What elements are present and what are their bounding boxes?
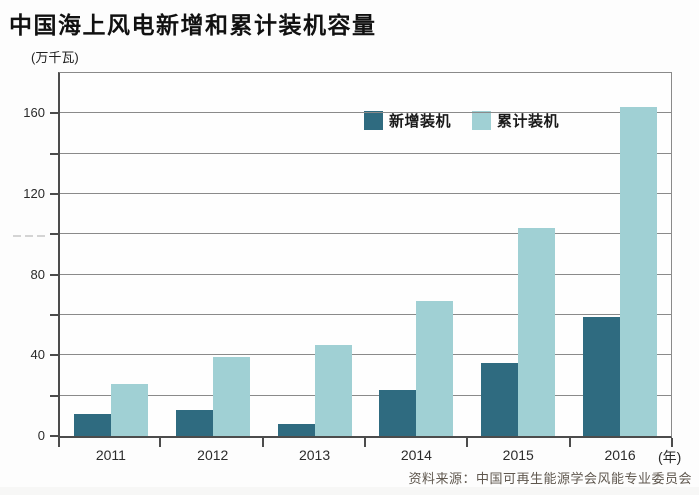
x-axis xyxy=(58,438,673,448)
legend: 新增装机 累计装机 xyxy=(364,110,559,131)
y-axis: 0 40 80 120 160 xyxy=(0,72,58,443)
bar-new-capacity xyxy=(277,423,315,436)
y-gridline xyxy=(60,314,671,315)
legend-item: 新增装机 xyxy=(364,110,451,131)
x-axis-category-label: 2014 xyxy=(400,447,432,463)
x-axis-unit-label: (年) xyxy=(658,449,682,465)
scan-artifact-dashes xyxy=(13,235,45,237)
x-axis-tick xyxy=(58,438,60,447)
dash-mark xyxy=(13,235,21,237)
bar-new-capacity xyxy=(583,317,621,436)
bar-group xyxy=(264,73,366,436)
y-axis-tick xyxy=(50,152,58,155)
bar-cumulative-capacity xyxy=(620,107,658,436)
bar-cumulative-capacity xyxy=(416,300,454,436)
y-axis-tick xyxy=(50,233,58,236)
dash-mark xyxy=(25,235,33,237)
y-axis-unit-label: (万千瓦) xyxy=(31,50,79,65)
legend-swatch xyxy=(364,111,383,130)
source-note: 资料来源：中国可再生能源学会风能专业委员会 xyxy=(408,471,692,486)
bar-new-capacity xyxy=(175,409,213,436)
y-gridline xyxy=(60,233,671,235)
y-axis-tick xyxy=(50,354,58,357)
x-axis-category-label: 2013 xyxy=(298,447,331,463)
bar-group xyxy=(162,73,264,436)
y-axis-tick-label: 120 xyxy=(23,186,45,201)
bar-new-capacity xyxy=(73,413,111,436)
y-axis-tick xyxy=(50,314,58,316)
bar-group xyxy=(366,73,468,436)
bar-new-capacity xyxy=(481,363,519,436)
y-axis-tick-label: 0 xyxy=(37,428,45,443)
bar-cumulative-capacity xyxy=(518,228,556,436)
y-gridline xyxy=(60,112,671,114)
y-gridline xyxy=(60,273,671,275)
dash-mark xyxy=(37,235,45,237)
x-axis-tick xyxy=(364,438,366,447)
x-axis-tick xyxy=(569,438,571,447)
plot-area: 新增装机 累计装机 xyxy=(58,72,672,438)
page-bottom-strip xyxy=(0,487,699,495)
x-axis-tick xyxy=(466,438,468,447)
y-gridline xyxy=(60,152,671,154)
bar-group xyxy=(60,73,162,436)
y-axis-tick xyxy=(50,273,58,276)
x-axis-category-label: 2016 xyxy=(604,447,636,463)
x-axis-category-label: 2011 xyxy=(95,447,126,463)
bar-cumulative-capacity xyxy=(110,383,148,436)
bar-group xyxy=(467,73,569,436)
x-axis-tick xyxy=(262,438,264,447)
x-axis-category-label: 2012 xyxy=(197,447,229,463)
bar-new-capacity xyxy=(379,389,417,436)
x-axis-tick xyxy=(671,438,673,447)
legend-item-label: 新增装机 xyxy=(389,113,452,130)
y-gridline xyxy=(60,354,671,356)
y-axis-tick-label: 40 xyxy=(30,347,45,363)
bar-cumulative-capacity xyxy=(212,357,250,436)
legend-item: 累计装机 xyxy=(472,110,559,131)
y-axis-tick xyxy=(50,193,58,195)
y-axis-tick-label: 80 xyxy=(30,266,45,282)
x-axis-category-label: 2015 xyxy=(502,447,534,463)
y-gridline xyxy=(60,394,671,396)
legend-item-label: 累计装机 xyxy=(497,113,560,130)
chart-title: 中国海上风电新增和累计装机容量 xyxy=(9,12,377,38)
y-gridline xyxy=(60,193,671,194)
y-axis-tick xyxy=(50,435,58,437)
y-axis-tick xyxy=(50,394,58,397)
x-axis-tick xyxy=(159,438,161,447)
legend-swatch xyxy=(472,111,492,130)
bar-cumulative-capacity xyxy=(314,345,352,436)
y-axis-tick xyxy=(50,112,58,115)
bar-group xyxy=(569,73,671,436)
y-axis-tick-label: 160 xyxy=(23,105,45,121)
